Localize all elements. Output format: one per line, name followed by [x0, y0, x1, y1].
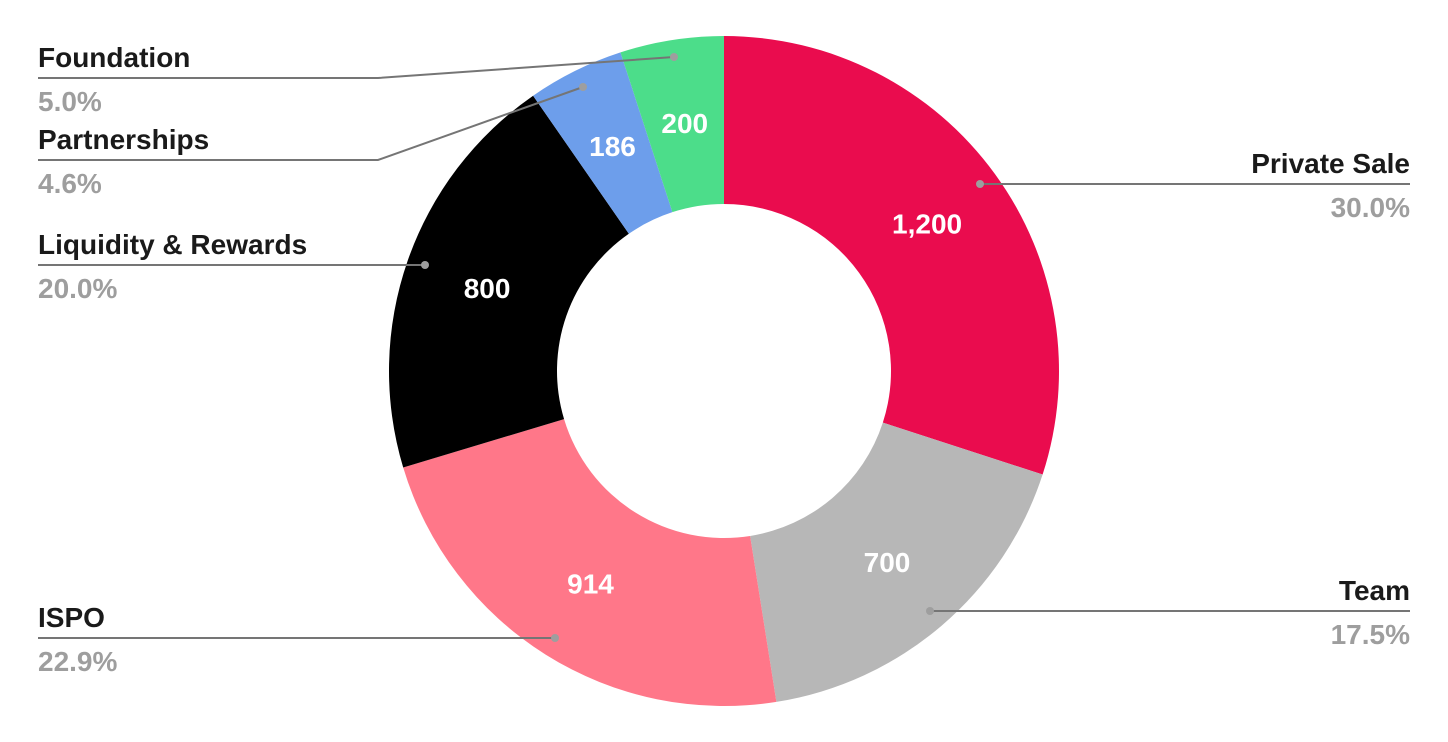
slice-team[interactable] [750, 422, 1043, 702]
percent-label-partnerships: 4.6% [38, 168, 102, 199]
leader-dot-team [926, 607, 934, 615]
slice-foundation[interactable] [620, 36, 724, 213]
percent-label-private-sale: 30.0% [1331, 192, 1410, 223]
value-label-private-sale: 1,200 [892, 208, 962, 239]
value-label-liquidity-rewards: 800 [464, 273, 511, 304]
slice-ispo[interactable] [403, 419, 777, 706]
slice-partnerships[interactable] [533, 52, 673, 234]
slice-liquidity-rewards[interactable] [389, 95, 629, 468]
leader-dot-liquidity-rewards [421, 261, 429, 269]
percent-label-ispo: 22.9% [38, 646, 117, 677]
value-label-foundation: 200 [661, 108, 708, 139]
category-label-team: Team [1339, 575, 1410, 606]
value-label-ispo: 914 [567, 569, 614, 600]
value-label-partnerships: 186 [589, 131, 636, 162]
slice-private-sale[interactable] [724, 36, 1059, 475]
category-label-foundation: Foundation [38, 42, 190, 73]
percent-label-liquidity-rewards: 20.0% [38, 273, 117, 304]
leader-dot-private-sale [976, 180, 984, 188]
category-label-partnerships: Partnerships [38, 124, 209, 155]
leader-dot-partnerships [579, 83, 587, 91]
percent-label-team: 17.5% [1331, 619, 1410, 650]
category-label-private-sale: Private Sale [1251, 148, 1410, 179]
leader-dot-ispo [551, 634, 559, 642]
leader-dot-foundation [670, 53, 678, 61]
percent-label-foundation: 5.0% [38, 86, 102, 117]
leader-line-foundation [38, 56, 675, 79]
value-label-team: 700 [864, 547, 911, 578]
category-label-liquidity-rewards: Liquidity & Rewards [38, 229, 307, 260]
leader-line-partnerships [38, 86, 584, 161]
category-label-ispo: ISPO [38, 602, 105, 633]
